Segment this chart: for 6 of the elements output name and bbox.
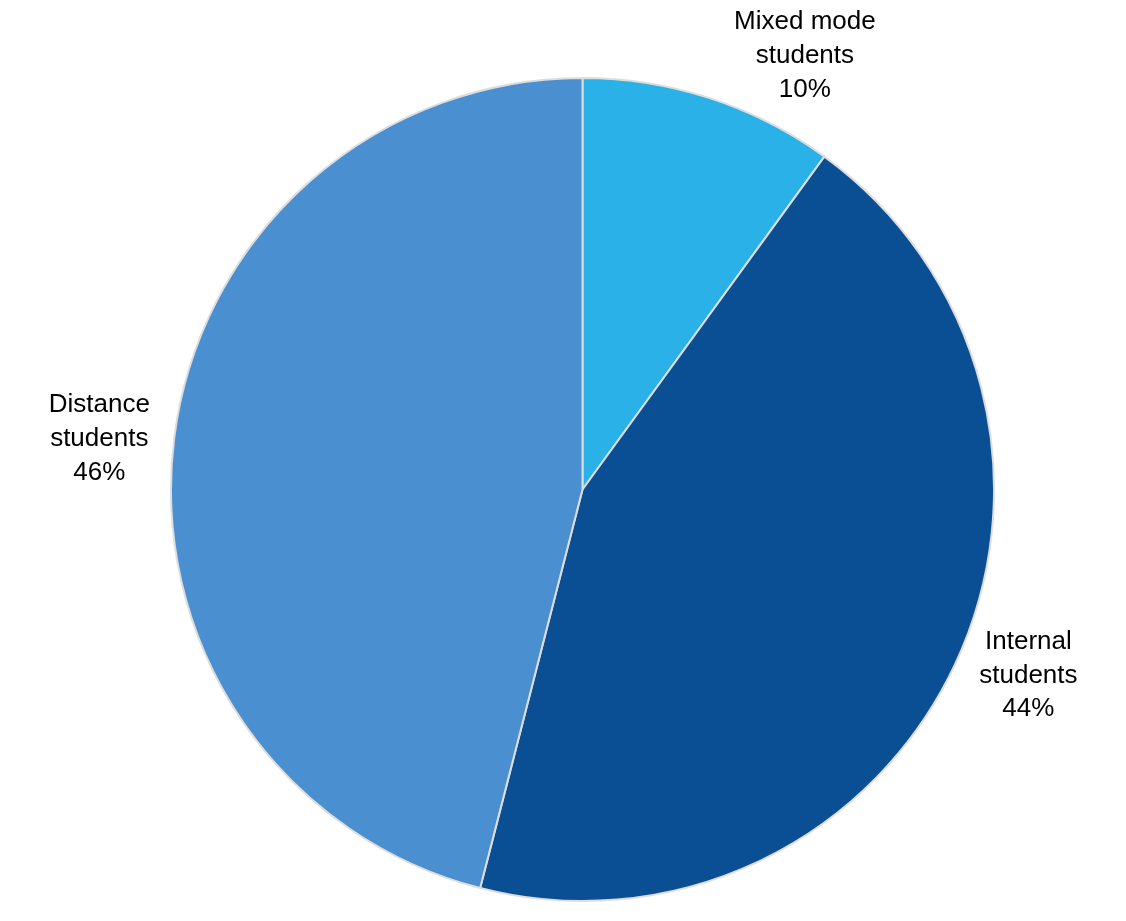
slice-label: Distance students — [48, 388, 150, 453]
data-label: 10% — [778, 72, 831, 103]
slice-label: Mixed mode students — [734, 5, 876, 69]
data-label: 44% — [1002, 692, 1055, 723]
slice-label: Internal students — [979, 624, 1078, 689]
data-label: 46% — [73, 455, 126, 486]
